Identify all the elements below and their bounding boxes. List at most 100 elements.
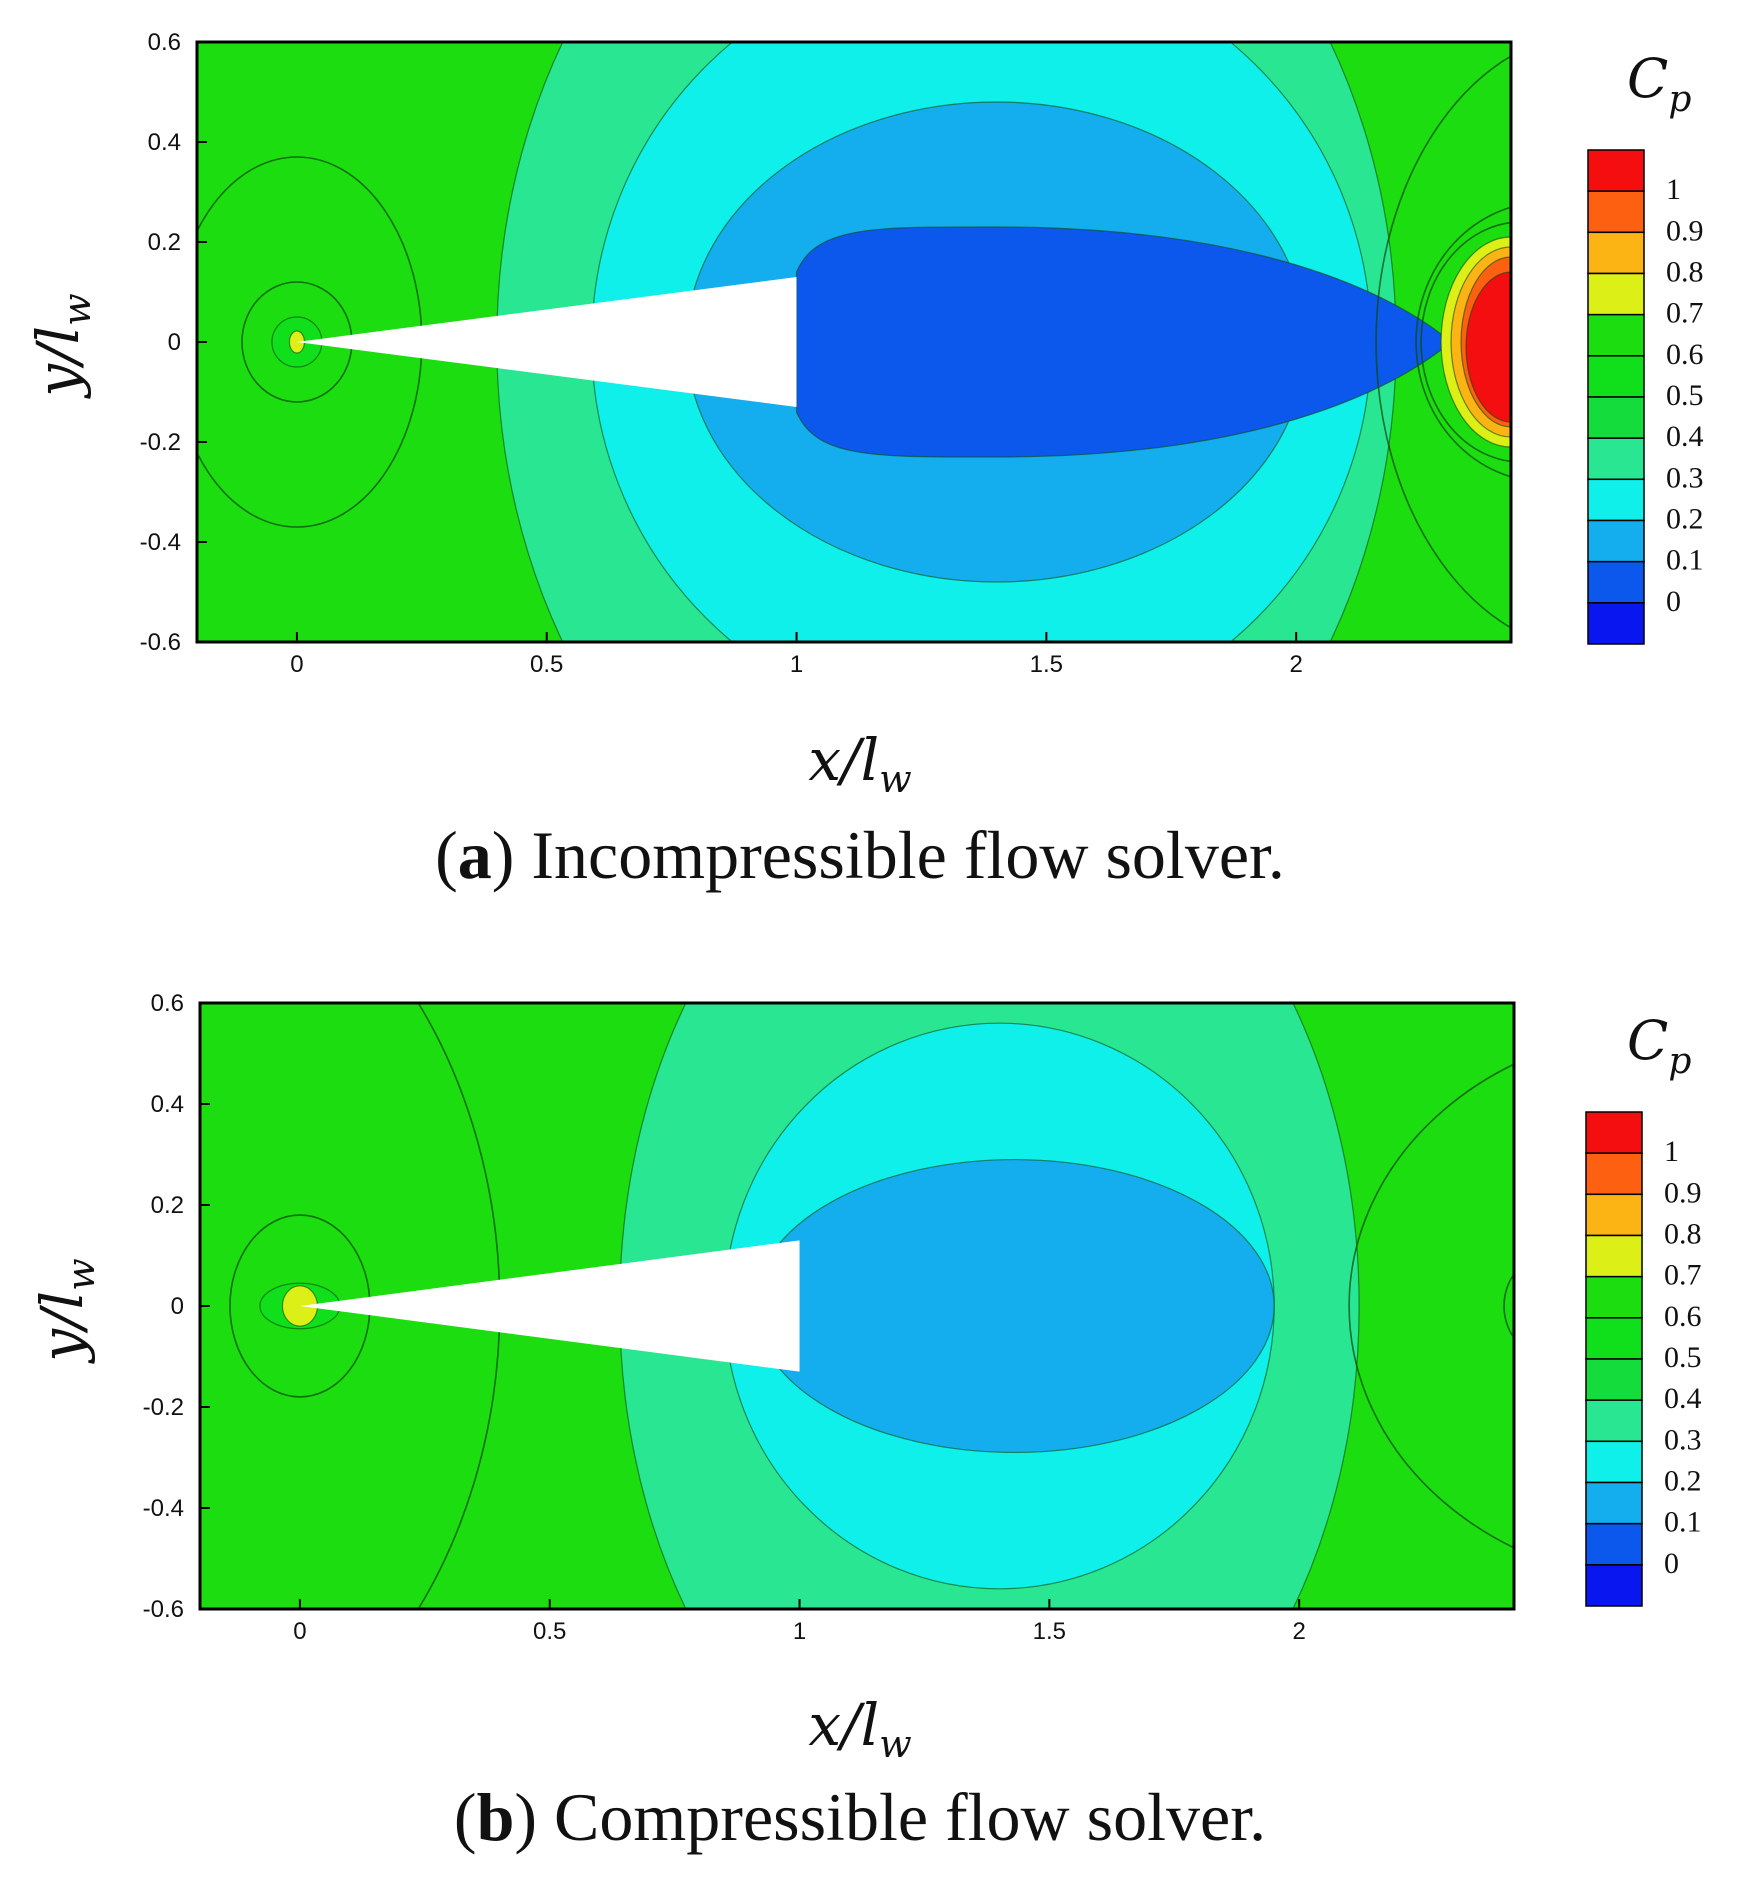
y-tick-label-a-0: 0.6 — [148, 29, 181, 56]
x-tick-label-a-3: 1.5 — [1030, 651, 1063, 678]
colorbar-swatch-b-4 — [1585, 1275, 1643, 1319]
colorbar-a: 0 0.1 0.2 0.3 0.4 0.5 0.6 0.7 0.8 0.9 1 — [1587, 149, 1704, 645]
colorbar-swatch-a-11 — [1587, 602, 1645, 645]
y-tick-label-a-1: 0.4 — [148, 129, 181, 156]
contour-line-a-2 — [1375, 55, 1511, 629]
colorbar-label-a-9: 0.9 — [1666, 214, 1704, 247]
colorbar-label-a-0: 0 — [1666, 585, 1681, 618]
y-axis-base-b: l — [28, 1291, 96, 1310]
y-axis-base-a: l — [24, 326, 92, 345]
colorbar-swatch-a-0 — [1587, 149, 1645, 192]
x-ticks-b: 0 0.5 1 1.5 2 — [293, 1599, 1306, 1645]
colorbar-label-b-9: 0.9 — [1664, 1176, 1702, 1209]
x-tick-label-b-0: 0 — [293, 1618, 306, 1645]
colorbar-title-a: Cp — [1627, 47, 1691, 120]
colorbar-label-a-5: 0.5 — [1666, 379, 1704, 412]
colorbar-swatch-a-1 — [1587, 190, 1645, 234]
y-tick-label-a-5: -0.4 — [140, 529, 181, 556]
x-tick-label-b-1: 0.5 — [533, 1618, 566, 1645]
y-tick-label-a-2: 0.2 — [148, 229, 181, 256]
y-tick-label-b-0: 0.6 — [151, 990, 184, 1017]
contour-line-a-4 — [1420, 221, 1511, 463]
colorbar-label-b-3: 0.3 — [1664, 1423, 1702, 1456]
x-axis-sub-a: w — [879, 757, 912, 801]
caption-a: (a) Incompressible flow solver. — [435, 817, 1285, 893]
x-axis-var-b: x — [808, 1691, 841, 1759]
y-axis-label-b: y/lw — [28, 1258, 103, 1364]
colorbar-swatch-b-3 — [1585, 1234, 1643, 1278]
y-tick-label-a-4: -0.2 — [140, 429, 181, 456]
x-tick-label-a-4: 2 — [1289, 651, 1302, 678]
x-tick-label-a-2: 1 — [790, 651, 803, 678]
y-tick-label-b-2: 0.2 — [151, 1192, 184, 1219]
colorbar-label-a-6: 0.6 — [1666, 338, 1704, 371]
colorbar-swatch-a-4 — [1587, 313, 1645, 357]
colorbar-label-b-10: 1 — [1664, 1135, 1679, 1168]
x-tick-label-a-0: 0 — [290, 651, 303, 678]
caption-label-a: a — [458, 817, 492, 893]
colorbar-swatch-a-7 — [1587, 437, 1645, 481]
plot-area-b — [200, 1003, 1514, 1609]
panel-a: 0 0.5 1 1.5 2 0.6 0.4 0.2 0 -0.2 -0.4 -0.6 y/lw x/… — [24, 29, 1704, 893]
y-axis-var-a: y — [24, 363, 92, 400]
x-axis-var-a: x — [808, 726, 841, 794]
colorbar-label-b-0: 0 — [1664, 1547, 1679, 1580]
colorbar-b: 0 0.1 0.2 0.3 0.4 0.5 0.6 0.7 0.8 0.9 1 — [1585, 1111, 1702, 1607]
colorbar-title-base-a: C — [1627, 47, 1668, 110]
y-axis-sub-a: w — [55, 293, 99, 326]
colorbar-swatch-a-5 — [1587, 355, 1645, 398]
colorbar-swatch-b-10 — [1585, 1522, 1643, 1566]
colorbar-label-b-1: 0.1 — [1664, 1506, 1702, 1539]
colorbar-swatch-b-5 — [1585, 1317, 1643, 1360]
caption-text-a: Incompressible flow solver. — [531, 817, 1285, 893]
caption-label-b: b — [477, 1779, 515, 1855]
region-layer-b — [259, 1003, 1360, 1609]
y-tick-label-b-6: -0.6 — [143, 1596, 184, 1623]
colorbar-label-a-1: 0.1 — [1666, 544, 1704, 577]
colorbar-title-base-b: C — [1627, 1009, 1668, 1072]
colorbar-label-a-10: 1 — [1666, 173, 1681, 206]
colorbar-label-a-2: 0.2 — [1666, 503, 1704, 536]
body-wedge-b — [299, 1240, 800, 1372]
y-ticks-a: 0.6 0.4 0.2 0 -0.2 -0.4 -0.6 — [140, 29, 207, 656]
colorbar-swatch-b-11 — [1585, 1564, 1643, 1607]
colorbar-label-a-8: 0.8 — [1666, 256, 1704, 289]
colorbar-title-b: Cp — [1627, 1009, 1691, 1082]
x-tick-label-b-3: 1.5 — [1033, 1618, 1066, 1645]
colorbar-label-a-4: 0.4 — [1666, 420, 1704, 453]
colorbar-label-a-7: 0.7 — [1666, 297, 1704, 330]
colorbar-swatch-a-9 — [1587, 519, 1645, 563]
colorbar-swatch-b-6 — [1585, 1358, 1643, 1401]
contour-line-b-2 — [1348, 1063, 1514, 1549]
y-ticks-b: 0.6 0.4 0.2 0 -0.2 -0.4 -0.6 — [143, 990, 210, 1623]
y-tick-label-b-4: -0.2 — [143, 1394, 184, 1421]
y-axis-var-b: y — [28, 1328, 96, 1365]
y-tick-label-b-1: 0.4 — [151, 1091, 184, 1118]
panel-b: 0 0.5 1 1.5 2 0.6 0.4 0.2 0 -0.2 -0.4 -0.6 y/lw x/… — [28, 990, 1702, 1855]
x-ticks-a: 0 0.5 1 1.5 2 — [290, 632, 1303, 678]
contour-line-b-3 — [1503, 1272, 1514, 1340]
x-axis-base-a: l — [861, 726, 880, 794]
region-layer-a — [271, 42, 1511, 642]
y-tick-label-a-6: -0.6 — [140, 629, 181, 656]
caption-text-b: Compressible flow solver. — [554, 1779, 1266, 1855]
y-tick-label-b-5: -0.4 — [143, 1495, 184, 1522]
y-tick-label-a-3: 0 — [168, 329, 181, 356]
caption-b: (b) Compressible flow solver. — [454, 1779, 1266, 1855]
colorbar-title-sub-b: p — [1668, 1041, 1691, 1082]
colorbar-label-b-4: 0.4 — [1664, 1382, 1702, 1415]
colorbar-swatch-a-10 — [1587, 560, 1645, 604]
colorbar-swatch-b-0 — [1585, 1111, 1643, 1154]
x-tick-label-b-2: 1 — [793, 1618, 806, 1645]
colorbar-swatch-b-1 — [1585, 1152, 1643, 1196]
colorbar-swatch-b-8 — [1585, 1440, 1643, 1484]
x-axis-label-a: x/lw — [808, 726, 911, 801]
colorbar-label-b-2: 0.2 — [1664, 1465, 1702, 1498]
x-tick-label-b-4: 2 — [1292, 1618, 1305, 1645]
cp-region-b-2 — [753, 1158, 1275, 1454]
colorbar-swatch-a-3 — [1587, 272, 1645, 316]
colorbar-swatch-a-6 — [1587, 396, 1645, 439]
colorbar-swatch-b-2 — [1585, 1193, 1643, 1237]
colorbar-label-b-6: 0.6 — [1664, 1300, 1702, 1333]
